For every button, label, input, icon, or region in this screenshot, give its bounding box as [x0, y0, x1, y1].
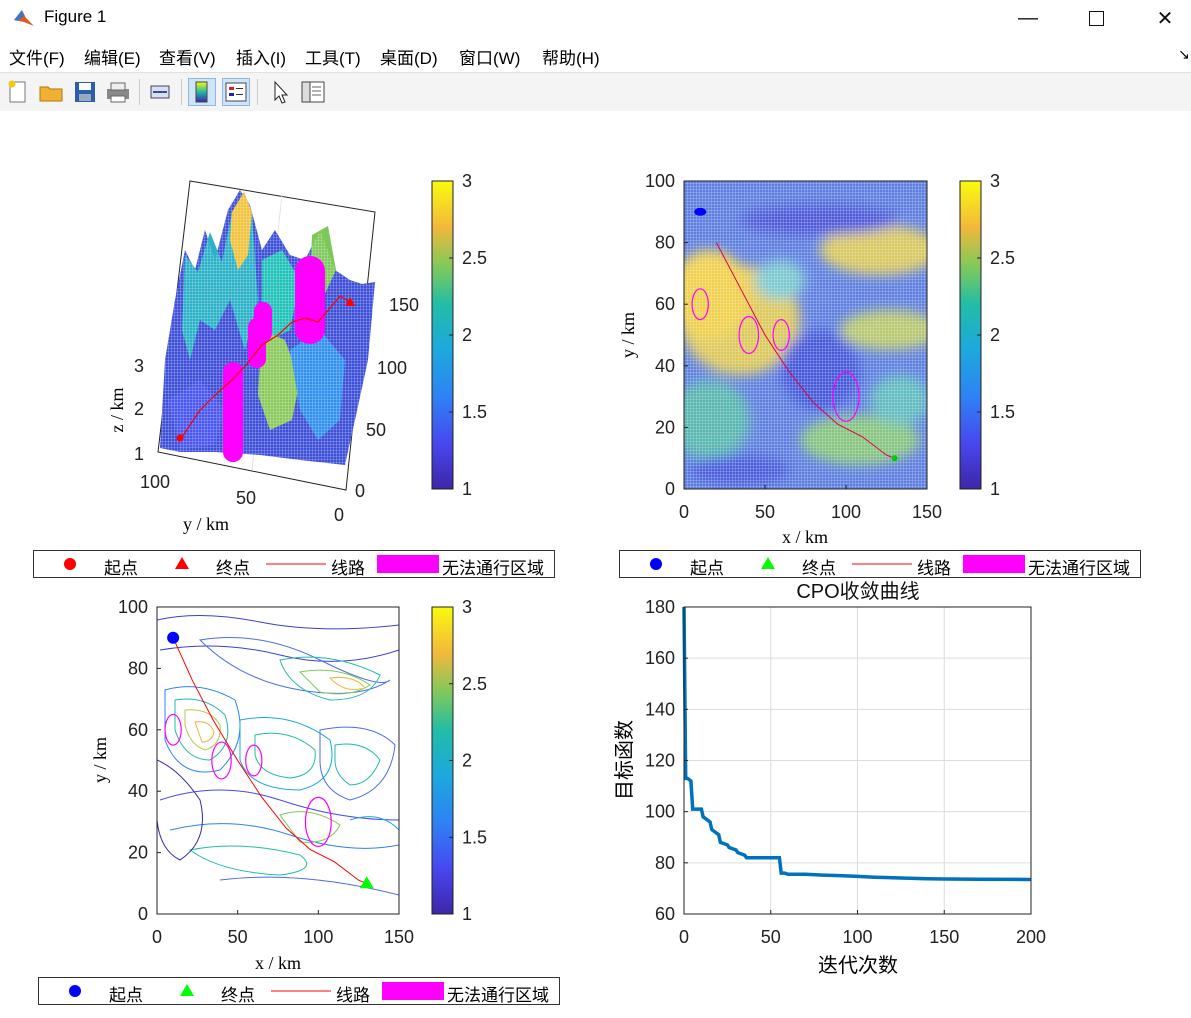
window-title: Figure 1 — [44, 7, 107, 26]
legend-obstacle: 无法通行区域 — [1028, 559, 1130, 578]
minimize-button[interactable]: — — [1005, 0, 1051, 36]
menu-window[interactable]: 窗口(W) — [459, 49, 521, 68]
link-plot-button[interactable] — [147, 78, 175, 106]
menu-view[interactable]: 查看(V) — [159, 49, 216, 68]
legend-end-marker — [180, 984, 194, 996]
open-folder-icon — [39, 86, 63, 102]
menu-file[interactable]: 文件(F) — [9, 49, 65, 68]
legend-start: 起点 — [690, 559, 724, 578]
legend-start-marker — [69, 985, 81, 997]
save-button[interactable] — [71, 78, 99, 106]
close-icon: ✕ — [1156, 7, 1174, 30]
legend-icon — [225, 82, 247, 102]
menu-help[interactable]: 帮助(H) — [542, 49, 600, 68]
legend-start: 起点 — [109, 986, 143, 1005]
legend-obstacle-swatch — [963, 555, 1025, 573]
legend-route: 线路 — [917, 559, 951, 578]
save-icon — [75, 82, 95, 102]
title-bar: Figure 1 — ✕ — [0, 0, 1191, 36]
link-plot-icon — [150, 85, 170, 99]
menu-insert[interactable]: 插入(I) — [236, 49, 287, 68]
legend-obstacle-swatch — [377, 555, 439, 573]
contour-legend: 起点 终点 线路 无法通行区域 — [38, 977, 560, 1005]
menu-edit[interactable]: 编辑(E) — [84, 49, 141, 68]
menu-bar: 文件(F) 编辑(E) 查看(V) 插入(I) 工具(T) 桌面(D) 窗口(W… — [0, 38, 1191, 72]
new-file-icon — [8, 80, 26, 103]
print-button[interactable] — [104, 78, 132, 106]
new-file-button[interactable] — [4, 78, 32, 106]
toolbar-separator — [257, 79, 258, 105]
colorbar-icon — [195, 81, 208, 103]
edit-plot-button[interactable] — [266, 78, 294, 106]
open-button[interactable] — [37, 78, 65, 106]
legend-end: 终点 — [802, 559, 836, 578]
matlab-icon — [14, 10, 34, 26]
maximize-button[interactable] — [1073, 0, 1119, 36]
legend-end: 终点 — [216, 559, 250, 578]
toolbar — [0, 72, 1191, 112]
insert-colorbar-button[interactable] — [188, 78, 216, 106]
property-editor-button[interactable] — [299, 78, 327, 106]
legend-obstacle: 无法通行区域 — [442, 559, 544, 578]
legend-start-marker — [64, 558, 76, 570]
toolbar-separator — [181, 79, 182, 105]
heatmap-legend: 起点 终点 线路 无法通行区域 — [619, 550, 1141, 578]
legend-end-marker — [761, 557, 775, 569]
surface-legend: 起点 终点 线路 无法通行区域 — [33, 550, 555, 578]
menu-tools[interactable]: 工具(T) — [305, 49, 361, 68]
property-editor-icon — [301, 81, 325, 103]
close-button[interactable]: ✕ — [1142, 0, 1188, 36]
maximize-icon — [1088, 10, 1104, 26]
pointer-icon — [274, 80, 289, 104]
minimize-icon: — — [1018, 6, 1038, 29]
print-icon — [107, 82, 129, 103]
legend-route: 线路 — [331, 559, 365, 578]
legend-end-marker — [175, 557, 189, 569]
menu-desktop[interactable]: 桌面(D) — [380, 49, 438, 68]
legend-obstacle: 无法通行区域 — [447, 986, 549, 1005]
dock-arrow-icon[interactable]: ↘ — [1178, 46, 1190, 62]
insert-legend-button[interactable] — [222, 78, 250, 106]
legend-obstacle-swatch — [382, 982, 444, 1000]
legend-route: 线路 — [336, 986, 370, 1005]
legend-start: 起点 — [104, 559, 138, 578]
legend-end: 终点 — [221, 986, 255, 1005]
toolbar-separator — [139, 79, 140, 105]
legend-start-marker — [650, 558, 662, 570]
